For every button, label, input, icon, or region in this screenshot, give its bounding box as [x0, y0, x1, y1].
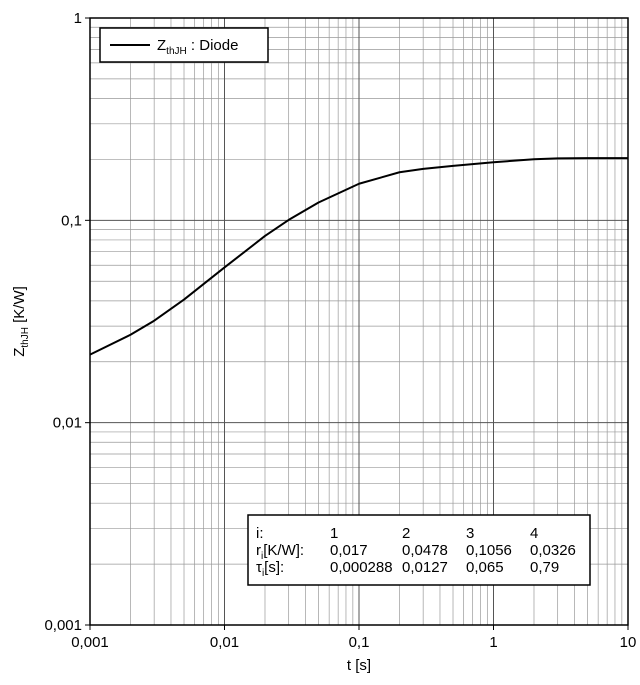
table-cell-sub: i — [262, 568, 264, 579]
y-tick-label: 1 — [74, 10, 82, 27]
y-axis-label-sub: thJH — [20, 327, 31, 348]
table-cell: 0,065 — [466, 559, 504, 576]
legend-label-rest: : Diode — [187, 37, 239, 54]
table-cell: i: — [256, 525, 264, 542]
table-cell: τi[s]: — [256, 559, 284, 579]
legend-label-main: Z — [157, 37, 166, 54]
table-cell-main: τ — [256, 559, 262, 576]
legend-label: ZthJH : Diode — [157, 37, 238, 57]
x-tick-label: 10 — [620, 634, 637, 651]
table-cell: 3 — [466, 525, 474, 542]
plot-frame — [89, 17, 629, 626]
legend-label-sub: thJH — [166, 46, 187, 57]
table-box — [247, 514, 591, 586]
line-series — [89, 157, 628, 356]
y-axis-label-main: Z — [11, 348, 28, 357]
table-cell: 0,0478 — [402, 542, 448, 559]
y-tick-label: 0,1 — [61, 212, 82, 229]
x-tick-label: 1 — [489, 634, 497, 651]
x-tick-label: 0,1 — [349, 634, 370, 651]
y-axis-label: ZthJH [K/W] — [11, 286, 31, 357]
table-cell-main: r — [256, 542, 261, 559]
y-axis-label-rest: [K/W] — [11, 286, 28, 327]
table-cell: 0,1056 — [466, 542, 512, 559]
table-cell: 1 — [330, 525, 338, 542]
table-cell: ri[K/W]: — [256, 542, 304, 562]
y-tick-label: 0,001 — [44, 617, 82, 634]
table-cell-rest: [K/W]: — [263, 542, 304, 559]
table-cell: 4 — [530, 525, 538, 542]
table-cell-sub: i — [261, 551, 263, 562]
table-cell: 0,000288 — [330, 559, 393, 576]
table-cell: 0,0127 — [402, 559, 448, 576]
x-tick-label: 0,001 — [71, 634, 109, 651]
table-cell: 0,79 — [530, 559, 559, 576]
y-tick-label: 0,01 — [53, 415, 82, 432]
table-cell: 2 — [402, 525, 410, 542]
table-cell: 0,0326 — [530, 542, 576, 559]
x-axis-label: t [s] — [347, 657, 371, 674]
x-tick-label: 0,01 — [210, 634, 239, 651]
table-cell: 0,017 — [330, 542, 368, 559]
table-cell-rest: [s]: — [264, 559, 284, 576]
